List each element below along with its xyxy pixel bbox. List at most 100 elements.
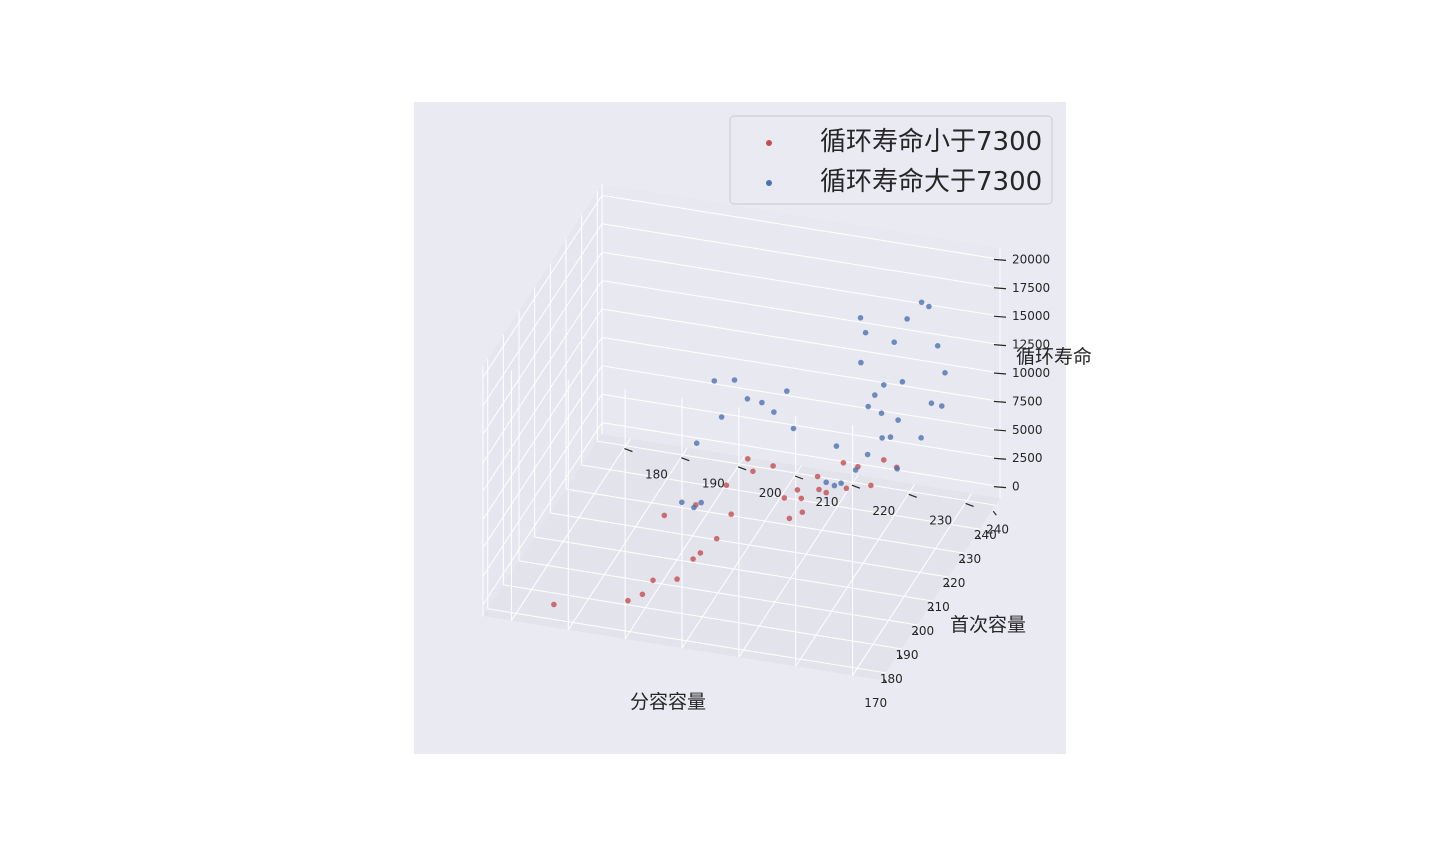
y-tick-210 xyxy=(794,475,804,480)
x-axis-label: 分容容量 xyxy=(630,691,706,713)
z-tick-label: 20000 xyxy=(1012,252,1050,266)
point-series1-25 xyxy=(879,435,885,441)
point-series0-3 xyxy=(650,577,656,584)
point-series1-2 xyxy=(698,499,704,506)
point-series0-0 xyxy=(551,601,557,608)
x-tick-240 xyxy=(992,510,997,516)
point-series0-9 xyxy=(661,512,668,519)
x-tick-label: 190 xyxy=(896,648,919,662)
legend: 循环寿命小于7300 循环寿命大于7300 xyxy=(729,115,1053,205)
point-series1-26 xyxy=(864,451,871,458)
z-tick-label: 10000 xyxy=(1012,366,1050,380)
point-series1-22 xyxy=(934,343,941,349)
y-tick-200 xyxy=(737,466,747,471)
z-grid-left-7500 xyxy=(482,337,603,520)
x-tick-label: 180 xyxy=(880,672,903,686)
x-tick-180 xyxy=(898,654,903,660)
z-tick-17500 xyxy=(993,287,1007,290)
z-tick-2500 xyxy=(993,457,1007,460)
point-series0-23 xyxy=(814,473,821,480)
z-grid-right-7500 xyxy=(601,336,1001,402)
point-series1-14 xyxy=(862,329,869,336)
point-series0-18 xyxy=(723,482,730,489)
x-tick-label: 230 xyxy=(958,552,981,566)
z-grid-right-2500 xyxy=(601,393,1001,459)
point-series0-26 xyxy=(868,482,874,489)
y-grid-floor-180 xyxy=(511,438,631,621)
y-tick-label: 220 xyxy=(872,504,895,518)
z-grid-right-5000 xyxy=(601,365,1001,431)
point-series1-17 xyxy=(899,379,906,385)
point-series1-12 xyxy=(833,443,840,449)
z-tick-0 xyxy=(993,486,1007,489)
point-series0-15 xyxy=(816,486,822,493)
point-series1-28 xyxy=(838,480,844,487)
y-axis-label: 首次容量 xyxy=(950,614,1026,636)
point-series1-7 xyxy=(744,396,751,402)
y-tick-label: 240 xyxy=(986,522,1009,536)
point-series1-20 xyxy=(918,299,925,306)
z-tick-label: 5000 xyxy=(1012,423,1043,437)
y-tick-240 xyxy=(965,502,974,507)
point-series1-21 xyxy=(926,303,932,310)
point-series0-24 xyxy=(840,460,847,466)
point-series1-9 xyxy=(771,409,777,415)
point-series1-11 xyxy=(790,425,797,432)
legend-marker-gt7300 xyxy=(766,180,772,186)
y-tick-180 xyxy=(624,448,633,453)
x-tick-200 xyxy=(930,606,935,612)
y-tick-label: 200 xyxy=(759,486,782,500)
y-tick-label: 180 xyxy=(645,468,668,482)
y-tick-230 xyxy=(908,493,917,498)
point-series0-6 xyxy=(697,550,704,556)
point-series0-20 xyxy=(745,456,751,462)
point-series0-4 xyxy=(674,576,680,582)
y-tick-label: 210 xyxy=(816,495,839,509)
z-grid-left-5000 xyxy=(482,365,603,549)
z-tick-20000 xyxy=(993,258,1007,261)
z-grid-right-10000 xyxy=(601,308,1001,374)
point-series1-31 xyxy=(894,466,900,472)
point-series1-5 xyxy=(718,414,725,420)
point-series1-13 xyxy=(858,359,864,366)
point-series1-16 xyxy=(881,382,887,388)
y-tick-label: 230 xyxy=(929,513,952,527)
z-tick-label: 17500 xyxy=(1012,281,1050,295)
point-series1-27 xyxy=(852,467,859,473)
point-series0-7 xyxy=(713,535,720,542)
point-series1-32 xyxy=(887,434,894,440)
x-tick-230 xyxy=(977,534,982,540)
z-grid-right-12500 xyxy=(601,280,1001,346)
point-series1-33 xyxy=(918,435,924,441)
z-tick-label: 0 xyxy=(1012,480,1020,494)
legend-label-lt7300: 循环寿命小于7300 xyxy=(820,127,1042,157)
y-tick-220 xyxy=(851,484,861,489)
x-tick-210 xyxy=(945,582,950,588)
x-tick-label: 200 xyxy=(911,624,934,638)
y-grid-floor-230 xyxy=(795,484,916,667)
z-tick-label: 7500 xyxy=(1012,394,1043,408)
z-tick-label: 12500 xyxy=(1012,338,1050,352)
point-series1-18 xyxy=(891,339,897,346)
y-grid-floor-210 xyxy=(681,465,802,649)
x-tick-label: 240 xyxy=(974,528,997,542)
point-series1-30 xyxy=(823,479,829,486)
x-tick-170 xyxy=(883,678,888,684)
legend-box xyxy=(729,115,1053,205)
z-tick-label: 15000 xyxy=(1012,309,1050,323)
point-series1-10 xyxy=(784,388,790,394)
y-tick-190 xyxy=(681,457,690,462)
point-series0-5 xyxy=(690,556,696,562)
z-grid-right-15000 xyxy=(601,251,1001,317)
z-axis-label: 循环寿命 xyxy=(1016,346,1092,368)
z-tick-label: 2500 xyxy=(1012,451,1043,465)
z-grid-left-2500 xyxy=(482,393,603,577)
point-series0-8 xyxy=(728,511,734,517)
x-tick-label: 210 xyxy=(927,600,950,614)
point-series1-6 xyxy=(731,377,738,383)
x-tick-label: 170 xyxy=(864,696,887,710)
z-grid-right-20000 xyxy=(601,194,1001,260)
y-grid-floor-240 xyxy=(852,493,972,676)
point-series1-19 xyxy=(904,316,910,322)
